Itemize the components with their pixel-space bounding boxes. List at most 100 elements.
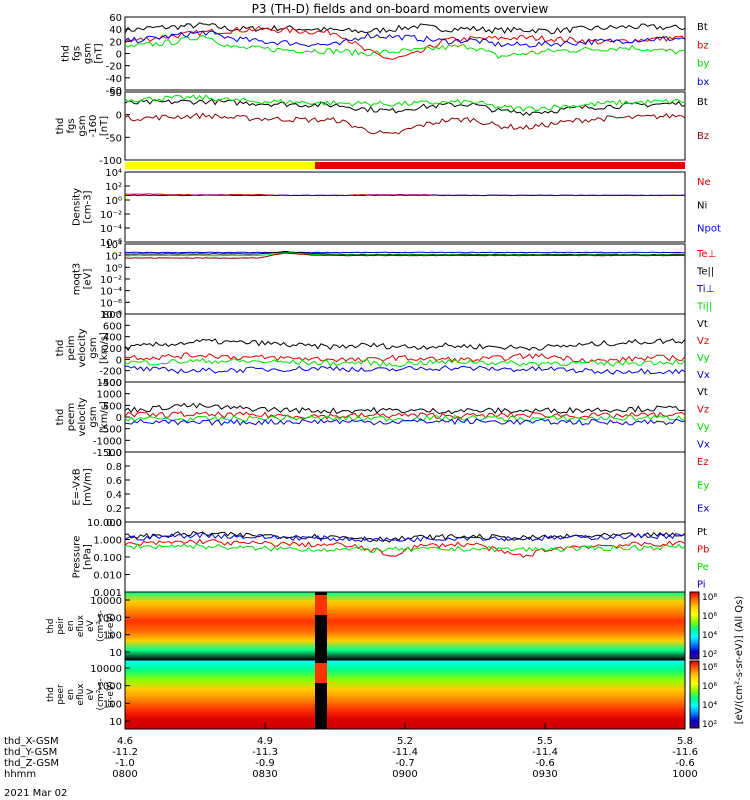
y-axis-label-peim: [km/s]: [99, 332, 110, 364]
ephemeris-value: -1.0: [115, 758, 135, 769]
y-tick-label-peer: 10: [109, 717, 122, 728]
y-tick-label-fgsr: 0: [116, 111, 122, 122]
y-tick-label-fgsr: -100: [99, 156, 122, 167]
ephemeris-value: -11.6: [672, 747, 698, 758]
y-tick-label-peim: 400: [103, 333, 122, 344]
y-tick-label-peim: -400: [99, 378, 122, 389]
y-axis-label-pressure: [nPa]: [83, 544, 94, 570]
y-tick-label-peir: 10000: [90, 596, 122, 607]
y-axis-label-peem: gsm: [88, 406, 99, 427]
y-axis-label-peer: (cm²-s-: [96, 678, 106, 710]
y-tick-label-temp: 10⁻⁶: [100, 298, 122, 309]
series-line-fgs: [124, 34, 686, 60]
y-axis-label-peer: eV: [86, 688, 96, 701]
y-axis-label-peim: velocity: [77, 328, 88, 367]
y-tick-label-peir: 100: [103, 631, 122, 642]
y-tick-label-temp: 10⁻⁴: [100, 287, 122, 298]
y-tick-label-pressure: 0.100: [93, 553, 122, 564]
ephemeris-value: 5.8: [677, 736, 693, 747]
y-tick-label-fgs: -20: [106, 62, 122, 73]
y-axis-label-peir: sr-eV): [106, 613, 116, 639]
colorbar-top: [689, 591, 700, 660]
y-tick-label-density: 10⁻²: [100, 210, 122, 221]
series-line-peem: [124, 402, 686, 415]
ephemeris-value: 4.9: [257, 736, 273, 747]
y-tick-label-temp: 10⁻⁸: [100, 310, 122, 321]
legend-peem: Vx: [697, 440, 710, 451]
y-tick-label-peem: 500: [103, 401, 122, 412]
y-axis-label-peem: velocity: [77, 397, 88, 436]
colorbar-tick-label: 10⁸: [702, 593, 717, 603]
legend-fgs: bz: [697, 40, 709, 51]
y-tick-label-density: 10²: [105, 182, 122, 193]
y-tick-label-efield: 0.0: [106, 518, 122, 529]
legend-temp: Ti⊥: [696, 284, 714, 295]
legend-temp: Te||: [696, 267, 714, 278]
y-tick-label-temp: 10⁰: [105, 263, 122, 274]
legend-fgs: Bt: [697, 22, 708, 33]
ephemeris-value: 5.2: [397, 736, 413, 747]
y-tick-label-peer: 1000: [97, 682, 122, 693]
legend-density: Npot: [697, 224, 721, 235]
y-tick-label-temp: 10⁻²: [100, 275, 122, 286]
colorbar-tick-label: 10⁶: [702, 682, 717, 692]
y-tick-label-pressure: 0.010: [93, 571, 122, 582]
y-axis-label-fgsr: -160: [88, 115, 99, 138]
y-axis-label-efield: E=-VxB: [72, 468, 83, 505]
series-line-peem: [124, 411, 686, 420]
y-axis-label-fgsr: gsm: [77, 115, 88, 136]
y-axis-label-peim: thd: [55, 340, 66, 357]
series-line-fgsr: [124, 98, 686, 116]
series-line-peim: [124, 357, 686, 368]
y-axis-label-peir: peir: [56, 617, 66, 635]
legend-pressure: Pb: [697, 545, 709, 556]
y-tick-label-fgs: 20: [109, 37, 122, 48]
legend-peim: Vt: [697, 319, 708, 330]
legend-peim: Vz: [697, 336, 709, 347]
y-tick-label-peem: -1000: [93, 436, 122, 447]
panel-frame-density: [124, 171, 686, 243]
y-tick-label-efield: 1.0: [106, 448, 122, 459]
legend-density: Ni: [697, 200, 707, 211]
y-axis-label-fgsr: thd: [55, 118, 66, 135]
series-line-peim: [124, 365, 686, 375]
panel-frame-fgsr: [124, 91, 686, 161]
y-axis-label-peir: en: [66, 620, 76, 631]
ephemeris-value: 0900: [392, 769, 417, 780]
legend-peem: Vt: [697, 387, 708, 398]
y-tick-label-fgs: 60: [109, 13, 122, 24]
y-axis-label-peer: eflux: [76, 683, 86, 706]
y-tick-label-peim: 200: [103, 344, 122, 355]
colorbar-tick-label: 10⁸: [702, 663, 717, 673]
date-label: 2021 Mar 02: [4, 788, 67, 799]
y-axis-label-fgs: [nT]: [94, 43, 105, 63]
series-line-fgs: [124, 22, 686, 35]
series-line-fgsr: [124, 112, 686, 135]
ephemeris-value: -11.4: [392, 747, 418, 758]
legend-peem: Vy: [697, 422, 710, 433]
spectrogram-peir: [125, 592, 685, 660]
y-tick-label-fgsr: -50: [106, 133, 122, 144]
legend-efield: Ey: [697, 480, 709, 491]
legend-peem: Vz: [697, 405, 709, 416]
ephemeris-value: 0830: [252, 769, 277, 780]
y-tick-label-fgs: 40: [109, 25, 122, 36]
y-tick-label-peer: 10000: [90, 664, 122, 675]
phase-bar-yellow: [125, 162, 315, 169]
spectrogram-gap-top-peir: [315, 595, 327, 615]
colorbar-bottom: [689, 660, 700, 729]
y-tick-label-pressure: 10.000: [87, 518, 122, 529]
ephemeris-value: 1000: [672, 769, 697, 780]
series-line-density: [125, 194, 686, 197]
y-tick-label-peem: 1500: [97, 378, 122, 389]
ephemeris-label: hhmm: [4, 769, 36, 780]
y-axis-label-density: [cm-3]: [83, 190, 94, 223]
colorbar-tick-label: 10²: [702, 650, 717, 660]
y-axis-label-peer: sr-eV): [106, 681, 116, 707]
legend-pressure: Pe: [697, 562, 709, 573]
y-axis-label-peim: peim: [66, 335, 77, 360]
y-tick-label-fgs: -60: [106, 86, 122, 97]
series-line-pressure: [124, 538, 686, 558]
y-axis-label-fgsr: [nT]: [99, 116, 110, 136]
